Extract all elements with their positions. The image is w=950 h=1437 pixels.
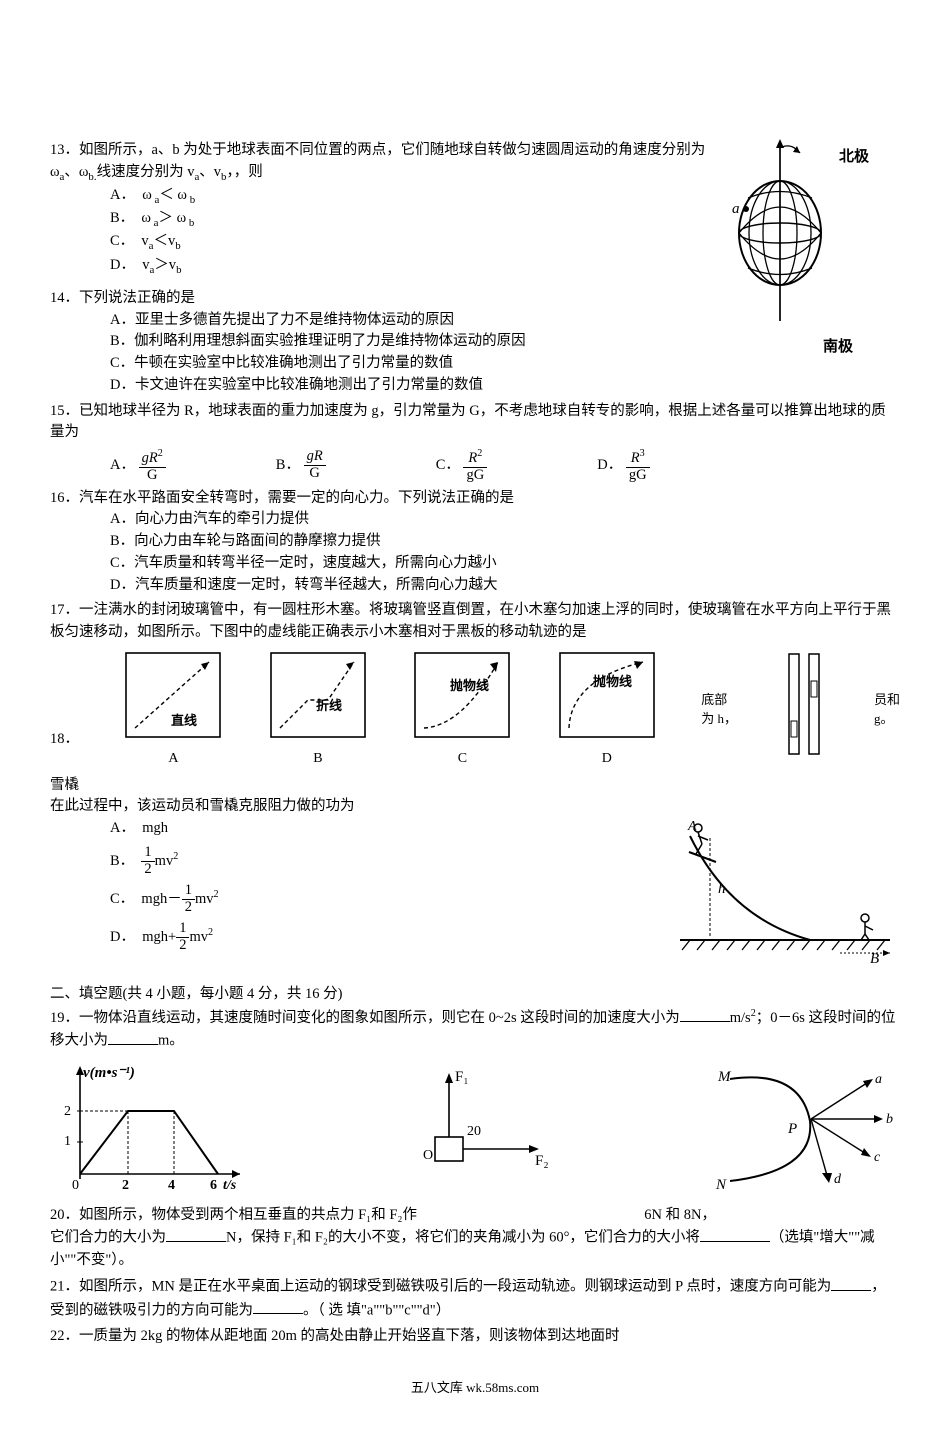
q13-stem: 13．如图所示，a、b 为处于地球表面不同位置的两点，它们随地球自转做匀速圆周运… — [50, 142, 705, 180]
q16-stem: 16．汽车在水平路面安全转弯时，需要一定的向心力。下列说法正确的是 — [50, 488, 900, 510]
svg-text:1: 1 — [64, 1134, 71, 1149]
svg-text:0: 0 — [72, 1178, 79, 1193]
svg-text:抛物线: 抛物线 — [450, 678, 489, 693]
q18-option-d: D． mgh+12mv2 — [110, 921, 670, 954]
svg-text:b: b — [886, 1112, 893, 1127]
q18-line2: 在此过程中，该运动员和雪橇克服阻力做的功为 — [50, 796, 900, 818]
q16-option-c: C．汽车质量和转弯半径一定时，速度越大，所需向心力越小 — [110, 553, 900, 575]
svg-text:N: N — [715, 1177, 727, 1193]
vt-graph: v(m•s⁻¹) 2 1 0 2 4 6 t/s — [50, 1059, 250, 1199]
page-footer: 五八文库 wk.58ms.com — [50, 1378, 900, 1398]
blank-input[interactable] — [700, 1226, 770, 1242]
q15-option-d: D． R3gG — [597, 448, 649, 484]
svg-text:2: 2 — [122, 1178, 129, 1193]
q17-panels: 18． 直线 A 折线 B 抛物线 C 抛物线 D 底部为 h， — [50, 650, 900, 769]
q16-option-d: D．汽车质量和速度一定时，转弯半径越大，所需向心力越大 — [110, 575, 900, 597]
blank-input[interactable] — [166, 1226, 226, 1242]
force-figure: F₁ F₂ O 20 — [385, 1059, 565, 1199]
question-21: 21．如图所示，MN 是正在水平桌面上运动的钢球受到磁铁吸引后的一段运动轨迹。则… — [50, 1275, 900, 1322]
svg-text:a: a — [875, 1072, 882, 1087]
question-17: 17．一注满水的封闭玻璃管中，有一圆柱形木塞。将玻璃管竖直倒置，在小木塞匀加速上… — [50, 600, 900, 644]
north-label: 北极 — [794, 146, 914, 169]
side-text-1: 底部为 h， — [701, 690, 737, 729]
globe-figure: a 北极 南极 — [720, 135, 840, 383]
question-22: 22．一质量为 2kg 的物体从距地面 20m 的高处由静止开始竖直下落，则该物… — [50, 1326, 900, 1348]
blank-input[interactable] — [831, 1275, 871, 1291]
svg-text:6: 6 — [210, 1178, 217, 1193]
mn-figure: M N P a b c d — [700, 1059, 900, 1199]
q18-stem-mid: 雪橇 — [50, 775, 900, 797]
svg-text:A: A — [687, 819, 697, 834]
side-text-2: 员和g。 — [874, 690, 900, 729]
q17-stem: 17．一注满水的封闭玻璃管中，有一圆柱形木塞。将玻璃管竖直倒置，在小木塞匀加速上… — [50, 600, 900, 644]
panel-b: 折线 B — [268, 650, 368, 769]
question-19: 19．一物体沿直线运动，其速度随时间变化的图象如图所示，则它在 0~2s 这段时… — [50, 1006, 900, 1053]
q15-option-b: B． gRG — [276, 449, 326, 482]
svg-text:O: O — [423, 1148, 433, 1163]
svg-text:v(m•s⁻¹): v(m•s⁻¹) — [83, 1065, 135, 1081]
svg-text:c: c — [874, 1150, 881, 1165]
slope-figure: A h B — [670, 818, 900, 976]
south-label: 南极 — [778, 336, 898, 359]
q15-option-c: C． R2gG — [436, 448, 488, 484]
svg-text:d: d — [834, 1172, 842, 1187]
svg-text:a: a — [732, 201, 740, 217]
svg-text:M: M — [717, 1069, 732, 1085]
svg-text:折线: 折线 — [316, 698, 342, 713]
q18-prefix: 18． — [50, 729, 79, 769]
question-16: 16．汽车在水平路面安全转弯时，需要一定的向心力。下列说法正确的是 A．向心力由… — [50, 488, 900, 597]
svg-text:F₁: F₁ — [455, 1069, 469, 1085]
svg-text:P: P — [787, 1121, 797, 1137]
svg-text:4: 4 — [168, 1178, 175, 1193]
question-15: 15．已知地球半径为 R，地球表面的重力加速度为 g，引力常量为 G，不考虑地球… — [50, 401, 900, 484]
panel-d: 抛物线 D — [557, 650, 657, 769]
svg-text:t/s: t/s — [223, 1178, 237, 1193]
panel-c: 抛物线 C — [412, 650, 512, 769]
svg-text:直线: 直线 — [171, 713, 197, 728]
figures-row: v(m•s⁻¹) 2 1 0 2 4 6 t/s F₁ F₂ O 20 M N … — [50, 1059, 900, 1199]
tube-figure — [781, 651, 829, 769]
panel-a: 直线 A — [123, 650, 223, 769]
blank-input[interactable] — [108, 1029, 158, 1045]
q18-option-a: A． mgh — [110, 818, 670, 840]
q18-option-b: B． 12mv2 — [110, 845, 670, 878]
svg-text:抛物线: 抛物线 — [593, 674, 632, 689]
q16-option-a: A．向心力由汽车的牵引力提供 — [110, 509, 900, 531]
blank-input[interactable] — [253, 1299, 303, 1315]
question-20: 20．如图所示，物体受到两个相互垂直的共点力 F₁和 F₂作 6N 和 8N， … — [50, 1205, 900, 1272]
question-18: 在此过程中，该运动员和雪橇克服阻力做的功为 A． mgh B． 12mv2 C．… — [50, 796, 900, 976]
q16-option-b: B．向心力由车轮与路面间的静摩擦力提供 — [110, 531, 900, 553]
svg-text:h: h — [718, 881, 726, 897]
blank-input[interactable] — [680, 1006, 730, 1022]
q15-stem: 15．已知地球半径为 R，地球表面的重力加速度为 g，引力常量为 G，不考虑地球… — [50, 401, 900, 445]
q15-option-a: A． gR2G — [110, 448, 166, 484]
svg-text:20: 20 — [467, 1124, 481, 1139]
svg-text:2: 2 — [64, 1104, 71, 1119]
svg-text:F₂: F₂ — [535, 1153, 549, 1169]
section-2-title: 二、填空题(共 4 小题，每小题 4 分，共 16 分) — [50, 984, 900, 1006]
q18-option-c: C． mgh－12mv2 — [110, 883, 670, 916]
